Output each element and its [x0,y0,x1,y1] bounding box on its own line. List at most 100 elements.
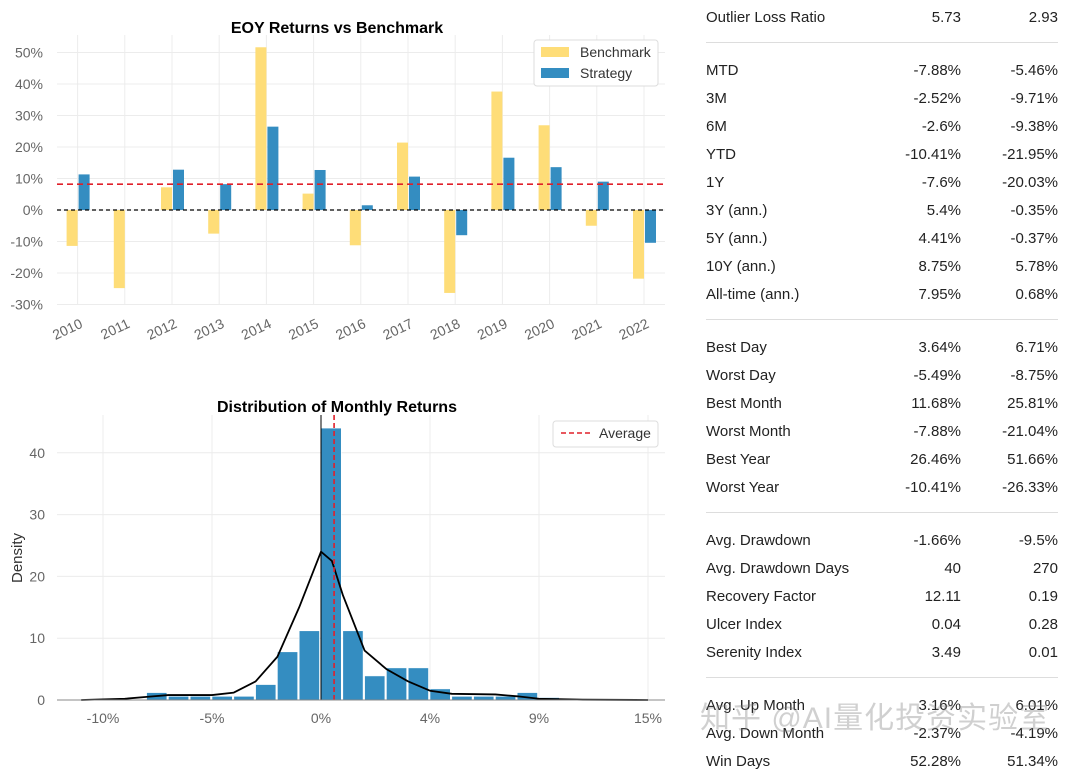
x-tick-label: 9% [529,710,549,726]
strategy-value: 8.75% [918,258,961,275]
benchmark-value: -26.33% [1002,479,1058,496]
y-tick-label: 20 [29,568,45,584]
metric-label: Best Day [706,339,767,356]
benchmark-value: 6.01% [1015,697,1058,714]
y-tick-label: 10 [29,630,45,646]
strategy-value: 3.49 [931,644,961,661]
x-tick-label: 0% [311,710,331,726]
legend-swatch [541,47,569,57]
chart-title: Distribution of Monthly Returns [217,399,457,416]
histogram-bar [451,695,473,701]
strategy-value: -2.52% [913,90,961,107]
benchmark-value: 5.78% [1015,258,1058,275]
histogram-bar [364,675,386,701]
metric-row: Avg. Down Month -2.37% -4.19% [706,725,1058,747]
metric-label: 1Y [706,174,725,191]
strategy-value: 5.73 [931,9,961,26]
chart-title: EOY Returns vs Benchmark [231,20,443,37]
kde-curve [81,550,649,701]
metric-label: 6M [706,118,727,135]
metric-label: Avg. Drawdown [706,532,811,549]
strategy-value: 0.04 [931,616,961,633]
histogram-bar [255,684,277,701]
benchmark-value: -0.37% [1010,230,1058,247]
metric-label: Serenity Index [706,644,802,661]
strategy-value: -7.88% [913,62,961,79]
bar-benchmark [491,91,503,210]
metric-label: 5Y (ann.) [706,230,768,247]
legend-swatch [541,68,569,78]
metric-row: Outlier Loss Ratio 5.73 2.93 [706,9,1058,31]
strategy-value: -10.41% [905,479,961,496]
strategy-value: -7.88% [913,423,961,440]
watermark: 知乎 @AI量化投资实验室 [700,702,1051,735]
metric-label: Worst Day [706,367,776,384]
metric-row: 3M -2.52% -9.71% [706,90,1058,112]
strategy-value: 7.95% [918,286,961,303]
strategy-value: -7.6% [921,174,961,191]
bar-strategy [597,181,609,210]
metric-row: 5Y (ann.) 4.41% -0.37% [706,230,1058,252]
bar-benchmark [349,210,361,246]
metric-label: Ulcer Index [706,616,782,633]
legend-label: Average [599,425,651,441]
divider [706,677,1058,678]
metric-row: Win Days 52.28% 51.34% [706,753,1058,775]
bar-benchmark [633,210,644,279]
benchmark-value: -9.38% [1010,118,1058,135]
legend-label: Strategy [580,65,632,81]
bar-benchmark [113,210,125,289]
benchmark-value: 2.93 [1028,9,1058,26]
histogram-bar [277,651,298,701]
metric-row: Avg. Up Month 3.16% 6.01% [706,697,1058,719]
metric-row: Best Month 11.68% 25.81% [706,395,1058,417]
metric-label: Outlier Loss Ratio [706,9,826,26]
bar-strategy [361,205,373,210]
benchmark-value: -21.95% [1002,146,1058,163]
benchmark-value: 0.19 [1028,588,1058,605]
metric-label: Win Days [706,753,771,770]
benchmark-value: -8.75% [1010,367,1058,384]
benchmark-value: -21.04% [1002,423,1058,440]
strategy-value: 40 [944,560,961,577]
y-tick-label: -20% [10,265,43,281]
metric-label: Worst Month [706,423,791,440]
metric-row: Avg. Drawdown Days 40 270 [706,560,1058,582]
metric-label: Best Month [706,395,782,412]
strategy-value: 5.4% [926,202,961,219]
strategy-value: 52.28% [910,753,961,770]
monthly-distribution-chart: 0 10 20 30 40 -10% -5% 0% 4% 9% 15% Distribution of… [9,399,665,726]
benchmark-value: 0.28 [1028,616,1058,633]
metric-row: Worst Month -7.88% -21.04% [706,423,1058,445]
histogram-bar [495,695,516,701]
strategy-value: 12.11 [924,588,961,605]
divider [706,319,1058,320]
metric-row: 6M -2.6% -9.38% [706,118,1058,140]
histogram-bar [211,695,233,701]
metric-row: Best Day 3.64% 6.71% [706,339,1058,361]
metric-row: Ulcer Index 0.04 0.28 [706,616,1058,638]
benchmark-value: -20.03% [1002,174,1058,191]
histogram-bar [168,695,189,701]
metric-label: 3M [706,90,727,107]
strategy-value: -2.37% [913,725,961,742]
x-tick-label: -5% [200,710,225,726]
y-tick-label: 30% [15,108,43,124]
bar-benchmark [208,210,220,234]
metric-label: Avg. Down Month [706,725,825,742]
benchmark-value: 0.01 [1028,644,1058,661]
histogram-bar [407,667,429,701]
y-tick-label: 50% [15,45,43,61]
metric-row: Serenity Index 3.49 0.01 [706,644,1058,666]
y-axis-label: Density [9,532,26,583]
eoy-returns-chart: -30%-20%-10%0%10%20%30%40%50%2010 2011 201… [10,20,665,343]
bar-benchmark [397,142,408,210]
metric-row: Avg. Drawdown -1.66% -9.5% [706,532,1058,554]
strategy-value: -2.6% [921,118,961,135]
y-tick-label: 40 [29,445,45,461]
histogram-bar [386,667,407,701]
strategy-value: -10.41% [905,146,961,163]
benchmark-value: 6.71% [1015,339,1058,356]
bar-benchmark [161,187,172,210]
y-tick-label: -10% [10,234,43,250]
